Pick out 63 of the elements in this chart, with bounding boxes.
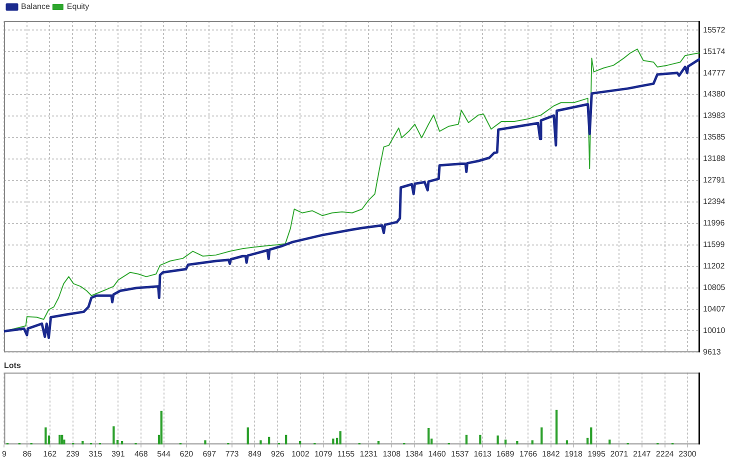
- x-tick-label: 1002: [291, 449, 310, 458]
- y-tick-label: 11996: [703, 218, 726, 228]
- x-tick-label: 1689: [496, 449, 515, 458]
- y-tick-label: 10010: [703, 326, 726, 335]
- x-tick-label: 315: [88, 449, 103, 458]
- x-tick-label: 697: [202, 449, 217, 458]
- y-tick-label: 15174: [703, 46, 726, 56]
- y-tick-label: 15572: [703, 25, 726, 34]
- legend-label: Balance: [21, 2, 50, 12]
- bar: [339, 431, 342, 444]
- y-tick-label: 13188: [703, 154, 726, 164]
- x-tick-label: 1308: [382, 449, 402, 458]
- x-tick-label: 1231: [360, 449, 378, 458]
- x-tick-label: 1460: [428, 449, 446, 458]
- chart-title: Lots: [4, 361, 22, 370]
- bar: [555, 410, 558, 444]
- x-tick-label: 468: [134, 449, 148, 458]
- bar: [479, 434, 482, 444]
- y-tick-label: 14777: [703, 68, 726, 78]
- x-tick-label: 544: [157, 449, 171, 458]
- x-tick-label: 926: [271, 449, 285, 458]
- y-tick-label: 10407: [703, 304, 726, 314]
- x-tick-label: 2147: [632, 449, 652, 458]
- x-tick-label: 1842: [542, 449, 560, 458]
- x-tick-label: 1537: [451, 449, 470, 458]
- legend-label: Equity: [66, 2, 90, 12]
- bar: [260, 440, 262, 444]
- x-tick-label: 2071: [610, 449, 629, 458]
- x-tick-label: 1384: [405, 449, 424, 458]
- bar: [496, 436, 499, 444]
- x-tick-label: 1766: [519, 449, 538, 458]
- bar: [44, 427, 47, 444]
- bar: [428, 428, 430, 444]
- x-tick-label: 1079: [314, 449, 333, 458]
- bar: [160, 410, 162, 444]
- x-tick-label: 9: [2, 449, 7, 458]
- y-tick-label: 11202: [703, 262, 726, 271]
- y-tick-label: 12394: [703, 197, 726, 206]
- x-tick-label: 1613: [474, 449, 492, 458]
- x-tick-label: 162: [43, 449, 58, 458]
- bar: [204, 440, 206, 444]
- y-tick-label: 13983: [703, 111, 726, 120]
- x-tick-label: 1918: [564, 449, 583, 458]
- x-tick-label: 773: [225, 449, 240, 458]
- x-tick-label: 391: [111, 449, 126, 458]
- y-tick-label: 9613: [703, 347, 722, 356]
- y-tick-label: 12791: [703, 176, 726, 185]
- y-tick-label: 11599: [703, 240, 726, 250]
- y-tick-label: 10805: [703, 282, 726, 292]
- x-tick-label: 849: [248, 449, 262, 458]
- bar: [332, 438, 334, 444]
- bar: [516, 440, 518, 444]
- y-tick-label: 14380: [703, 90, 726, 99]
- x-tick-label: 1155: [337, 449, 356, 458]
- bar: [58, 434, 61, 444]
- x-tick-label: 239: [66, 449, 80, 458]
- x-tick-label: 2224: [656, 449, 674, 458]
- x-tick-label: 2300: [678, 449, 697, 458]
- y-tick-label: 13585: [703, 132, 726, 142]
- x-tick-label: 1995: [588, 449, 606, 458]
- x-tick-label: 86: [22, 449, 32, 458]
- x-tick-label: 620: [180, 449, 194, 458]
- bar: [112, 426, 115, 444]
